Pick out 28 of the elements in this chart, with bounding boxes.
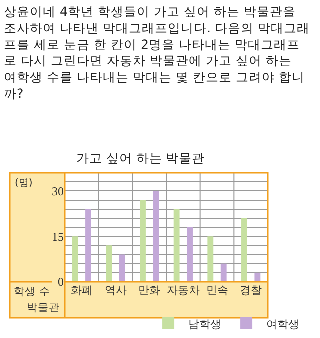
- legend-label: 여학생: [266, 318, 300, 331]
- y-tick-label: 15: [52, 230, 64, 244]
- bar: [119, 254, 126, 282]
- bar: [140, 200, 146, 282]
- x-axis-title: 박물관: [27, 302, 60, 314]
- bar: [254, 272, 261, 282]
- chart-title: 가고 싶어 하는 박물관: [76, 150, 206, 166]
- x-tick-label: 역사: [104, 284, 127, 297]
- x-tick-label: 만화: [138, 284, 161, 297]
- bar: [187, 228, 193, 282]
- bar: [106, 246, 112, 282]
- bar: [153, 191, 160, 282]
- bar: [242, 218, 248, 282]
- x-tick-label: 자동차: [166, 284, 200, 297]
- text: (명): [15, 178, 33, 189]
- x-tick-label: 경찰: [240, 284, 262, 297]
- bar: [174, 209, 180, 282]
- x-tick-label: 민속: [206, 284, 228, 297]
- y-tick-label: 0: [58, 275, 64, 290]
- y-axis-title: 학생 수: [14, 286, 50, 298]
- x-tick-label: 화폐: [70, 284, 93, 297]
- bar: [220, 264, 227, 282]
- bar: [72, 236, 78, 282]
- text: 상윤이네 4학년 학생들이 가고 싶어 하는 박물관을 조사하여 나타낸 막대그래프입니다. 다음의 막대그래 프를 세로 눈금 한 칸이 2명을 나타내는 막대그래프 로 다시 그린다면 자동차 박물관에 가고 싶어 하는 여학생 수를 나타내는 막대는 몇 칸으로 그려야 합니 까?: [4, 4, 310, 101]
- legend-label: 남학생: [188, 318, 222, 331]
- bar: [208, 236, 214, 282]
- y-tick-label: 30: [52, 184, 64, 198]
- bar: [86, 209, 92, 282]
